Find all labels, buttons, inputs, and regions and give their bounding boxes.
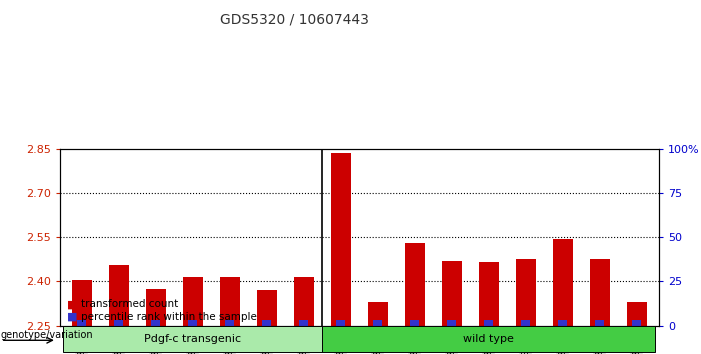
Bar xyxy=(188,320,198,326)
Bar xyxy=(595,320,604,326)
Bar xyxy=(404,243,425,326)
Bar xyxy=(627,302,647,326)
Text: genotype/variation: genotype/variation xyxy=(1,330,93,340)
Bar xyxy=(219,277,240,326)
Bar xyxy=(294,277,314,326)
Bar xyxy=(442,261,462,326)
Bar xyxy=(558,320,567,326)
Bar xyxy=(447,320,456,326)
Bar xyxy=(552,239,573,326)
Bar xyxy=(484,320,494,326)
Text: transformed count: transformed count xyxy=(81,299,178,309)
Bar xyxy=(299,320,308,326)
Bar xyxy=(410,320,419,326)
Bar xyxy=(479,262,499,326)
Text: ■: ■ xyxy=(67,312,77,322)
Bar xyxy=(114,320,123,326)
Text: Pdgf-c transgenic: Pdgf-c transgenic xyxy=(144,334,241,344)
Bar xyxy=(336,320,346,326)
Text: wild type: wild type xyxy=(463,334,515,344)
Bar xyxy=(146,289,166,326)
Text: percentile rank within the sample: percentile rank within the sample xyxy=(81,312,257,322)
Bar xyxy=(109,265,129,326)
Bar xyxy=(262,320,271,326)
Bar xyxy=(225,320,234,326)
Bar xyxy=(77,320,86,326)
Bar xyxy=(515,259,536,326)
Bar xyxy=(151,320,161,326)
Bar xyxy=(521,320,531,326)
Bar xyxy=(331,153,351,326)
Text: ■: ■ xyxy=(67,299,77,309)
Bar xyxy=(590,259,610,326)
Bar xyxy=(72,280,92,326)
Bar xyxy=(373,320,382,326)
Bar xyxy=(182,277,203,326)
Bar xyxy=(367,302,388,326)
Bar xyxy=(257,290,277,326)
Bar xyxy=(632,320,641,326)
Text: GDS5320 / 10607443: GDS5320 / 10607443 xyxy=(220,12,369,27)
